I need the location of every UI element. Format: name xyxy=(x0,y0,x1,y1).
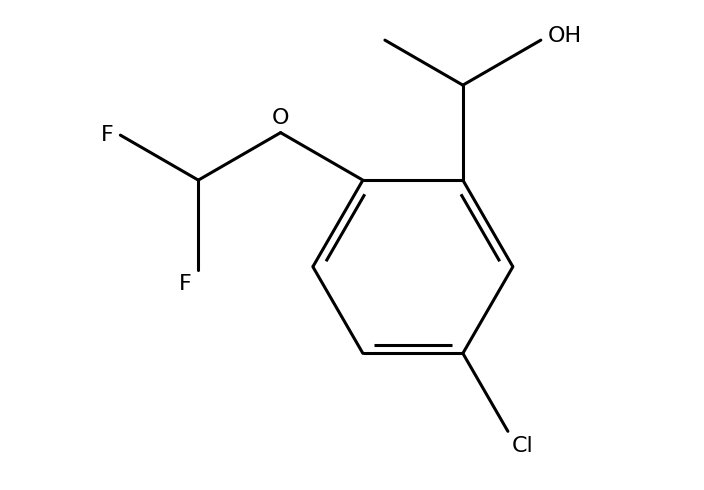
Text: F: F xyxy=(101,125,113,145)
Text: Cl: Cl xyxy=(513,436,534,456)
Text: OH: OH xyxy=(548,26,582,46)
Text: F: F xyxy=(179,274,191,294)
Text: O: O xyxy=(272,108,289,128)
